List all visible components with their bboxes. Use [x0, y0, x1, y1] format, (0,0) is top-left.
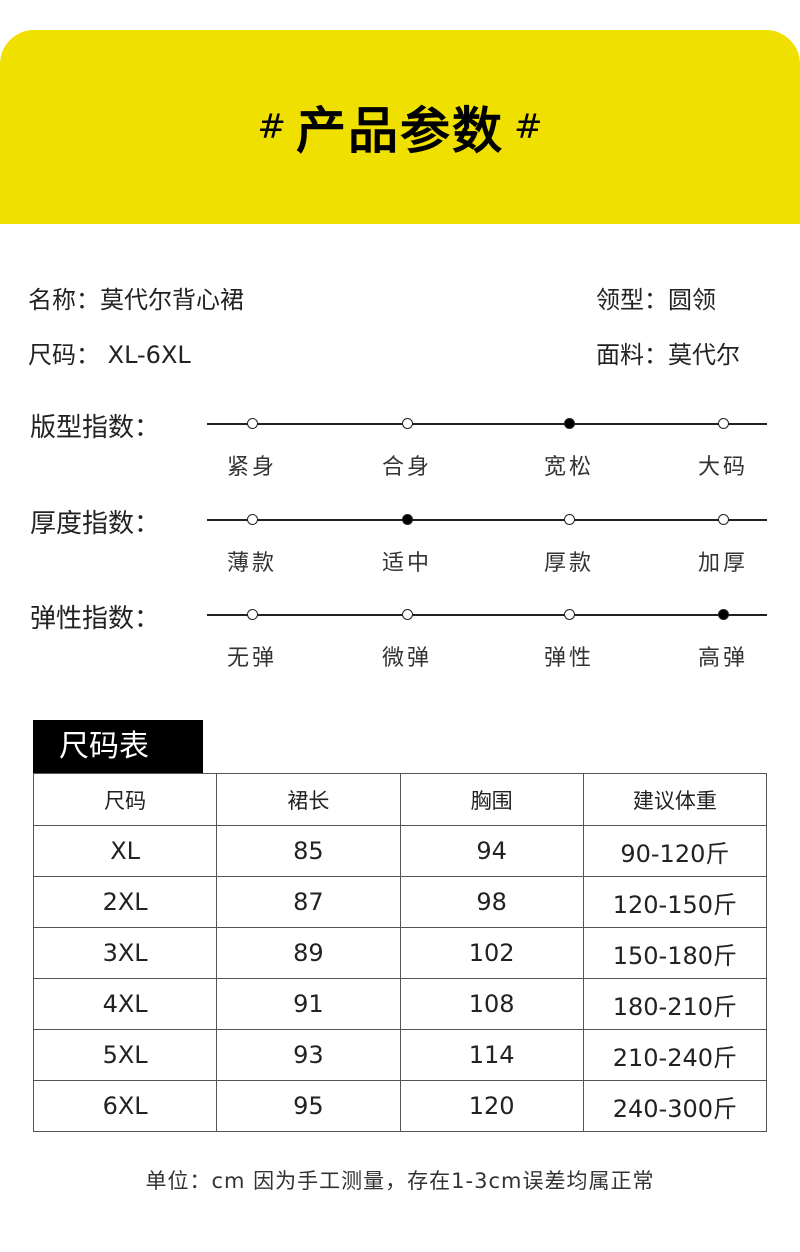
- dot: [718, 418, 729, 429]
- table-row: XL 85 94 90-120斤: [32, 825, 768, 877]
- table-cell: 89: [216, 927, 401, 979]
- scale-option: 高弹: [697, 646, 749, 671]
- table-row: 3XL 89 102 150-180斤: [32, 927, 768, 979]
- table-cell: 85: [216, 825, 401, 877]
- scale-label: 版型指数：: [30, 413, 161, 443]
- scale-option: 紧身: [226, 455, 278, 480]
- dot: [247, 514, 258, 525]
- table-header-row: 尺码 裙长 胸围 建议体重: [32, 773, 768, 826]
- table-cell: 87: [216, 876, 401, 928]
- fabric: 面料：莫代尔: [596, 341, 740, 369]
- table-row: 2XL 87 98 120-150斤: [32, 876, 768, 928]
- index-scale: 弹性指数： 无弹 微弹 弹性 高弹: [0, 604, 800, 704]
- scale-option: 宽松: [543, 455, 595, 480]
- scale-label: 厚度指数：: [30, 509, 161, 539]
- size-range: 尺码： XL-6XL: [28, 341, 191, 369]
- dot: [247, 418, 258, 429]
- selected-dot: [402, 514, 413, 525]
- table-cell: 120: [399, 1080, 584, 1132]
- scale-option: 弹性: [543, 646, 595, 671]
- table-row: 6XL 95 120 240-300斤: [32, 1080, 768, 1132]
- table-row: 5XL 93 114 210-240斤: [32, 1029, 768, 1081]
- table-cell: 3XL: [32, 927, 218, 979]
- hash-right: #: [514, 107, 543, 147]
- table-cell: 114: [399, 1029, 584, 1081]
- table-cell: XL: [32, 825, 218, 877]
- table-cell: 240-300斤: [582, 1080, 768, 1132]
- table-cell: 91: [216, 978, 401, 1030]
- footer-note: 单位：cm 因为手工测量，存在1-3cm误差均属正常: [145, 1169, 655, 1193]
- table-cell: 150-180斤: [582, 927, 768, 979]
- hash-left: #: [257, 107, 287, 147]
- table-cell: 108: [399, 978, 584, 1030]
- table-cell: 4XL: [32, 978, 218, 1030]
- table-cell: 102: [399, 927, 584, 979]
- scale-line: [207, 614, 767, 616]
- index-scale: 版型指数： 紧身 合身 宽松 大码: [0, 413, 800, 513]
- table-cell: 95: [216, 1080, 401, 1132]
- scale-option: 微弹: [381, 646, 433, 671]
- collar-type: 领型：圆领: [596, 286, 716, 314]
- dot: [402, 609, 413, 620]
- table-cell: 6XL: [32, 1080, 218, 1132]
- size-table: 尺码 裙长 胸围 建议体重 XL 85 94 90-120斤 2XL 87 98 120-150斤 3X…: [32, 773, 768, 1132]
- scale-option: 厚款: [543, 551, 595, 576]
- scale-option: 无弹: [226, 646, 278, 671]
- scale-option: 薄款: [226, 551, 278, 576]
- column-header: 裙长: [216, 773, 401, 826]
- page-title: 产品参数: [296, 102, 504, 160]
- table-cell: 93: [216, 1029, 401, 1081]
- table-cell: 180-210斤: [582, 978, 768, 1030]
- column-header: 胸围: [399, 773, 584, 826]
- dot: [402, 418, 413, 429]
- size-table-title: 尺码表: [33, 720, 203, 773]
- index-scale: 厚度指数： 薄款 适中 厚款 加厚: [0, 509, 800, 609]
- table-cell: 120-150斤: [582, 876, 768, 928]
- scale-option: 大码: [697, 455, 749, 480]
- scale-option: 合身: [381, 455, 433, 480]
- dot: [247, 609, 258, 620]
- dot: [564, 514, 575, 525]
- selected-dot: [718, 609, 729, 620]
- scale-option: 加厚: [697, 551, 749, 576]
- table-cell: 210-240斤: [582, 1029, 768, 1081]
- header-banner: # 产品参数 #: [0, 30, 800, 224]
- table-cell: 5XL: [32, 1029, 218, 1081]
- scale-line: [207, 519, 767, 521]
- table-cell: 90-120斤: [582, 825, 768, 877]
- table-cell: 98: [399, 876, 584, 928]
- column-header: 建议体重: [582, 773, 768, 826]
- scale-option: 适中: [381, 551, 433, 576]
- dot: [564, 609, 575, 620]
- table-row: 4XL 91 108 180-210斤: [32, 978, 768, 1030]
- dot: [718, 514, 729, 525]
- selected-dot: [564, 418, 575, 429]
- table-cell: 2XL: [32, 876, 218, 928]
- column-header: 尺码: [32, 773, 218, 826]
- scale-label: 弹性指数：: [30, 604, 161, 634]
- product-name: 名称：莫代尔背心裙: [28, 286, 244, 314]
- scale-line: [207, 423, 767, 425]
- table-cell: 94: [399, 825, 584, 877]
